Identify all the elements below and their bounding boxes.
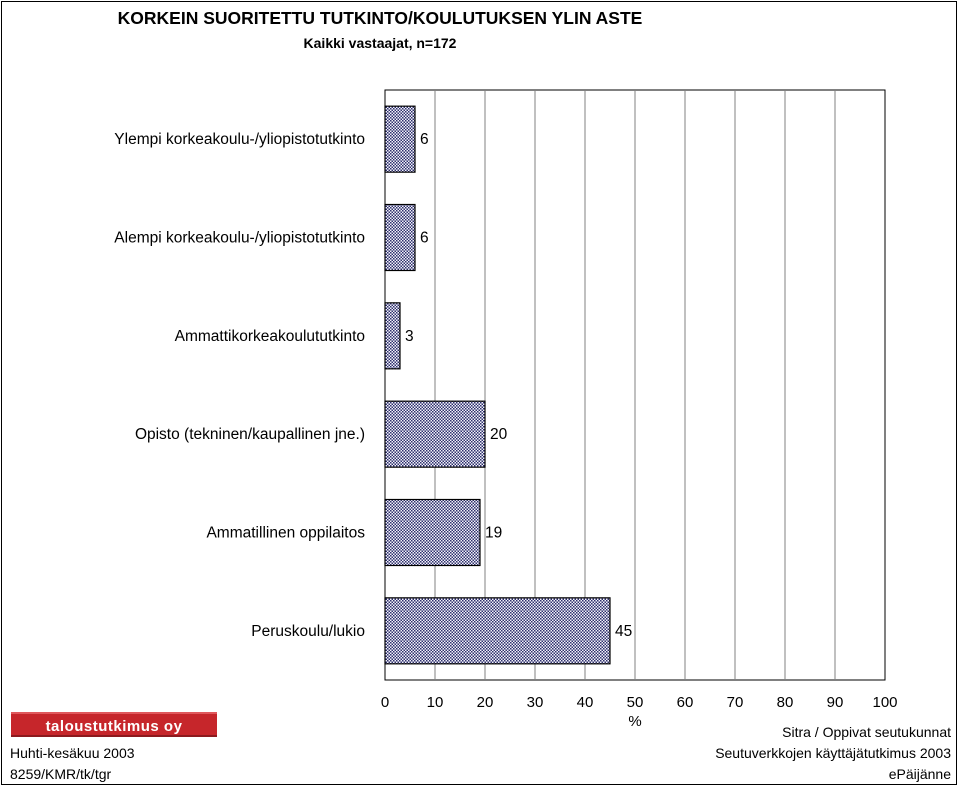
bar — [384, 302, 401, 370]
x-tick-label: 60 — [677, 694, 694, 711]
footer-study: Seutuverkkojen käyttäjätutkimus 2003 — [715, 745, 951, 761]
chart-title: KORKEIN SUORITETTU TUTKINTO/KOULUTUKSEN … — [117, 8, 643, 28]
x-tick-label: 10 — [427, 694, 444, 711]
x-tick-label: 70 — [727, 694, 744, 711]
bar — [384, 203, 416, 272]
footer-date: Huhti-kesäkuu 2003 — [10, 745, 135, 761]
x-tick-label: 0 — [381, 694, 389, 711]
footer-code: 8259/KMR/tk/tgr — [10, 766, 112, 782]
bar — [384, 105, 416, 173]
x-tick-label: 30 — [527, 694, 544, 711]
data-label: 19 — [485, 525, 502, 542]
bar — [384, 498, 481, 567]
category-label: Peruskoulu/lukio — [251, 623, 365, 640]
category-label: Alempi korkeakoulu-/yliopistotutkinto — [114, 230, 365, 247]
bar — [384, 400, 486, 468]
bar — [384, 597, 611, 665]
category-label: Ammattikorkeakoulututkinto — [175, 328, 365, 345]
data-label: 6 — [420, 230, 429, 247]
x-tick-label: 20 — [477, 694, 494, 711]
data-label: 45 — [615, 623, 632, 640]
data-label: 3 — [405, 328, 414, 345]
x-tick-label: 40 — [577, 694, 594, 711]
category-label: Ylempi korkeakoulu-/yliopistotutkinto — [114, 131, 365, 148]
category-label: Ammatillinen oppilaitos — [206, 525, 365, 542]
company-logo: taloustutkimus oy — [11, 712, 217, 737]
data-label: 20 — [490, 426, 508, 443]
chart-subtitle: Kaikki vastaajat, n=172 — [303, 35, 457, 51]
x-tick-label: 80 — [777, 694, 794, 711]
data-label: 6 — [420, 131, 429, 148]
x-tick-label: 50 — [627, 694, 644, 711]
x-tick-label: 90 — [827, 694, 844, 711]
footer-client: Sitra / Oppivat seutukunnat — [782, 724, 951, 740]
x-tick-label: 100 — [872, 694, 897, 711]
category-label: Opisto (tekninen/kaupallinen jne.) — [135, 426, 365, 443]
footer-region: ePäijänne — [888, 766, 951, 782]
x-axis-label: % — [628, 713, 641, 730]
